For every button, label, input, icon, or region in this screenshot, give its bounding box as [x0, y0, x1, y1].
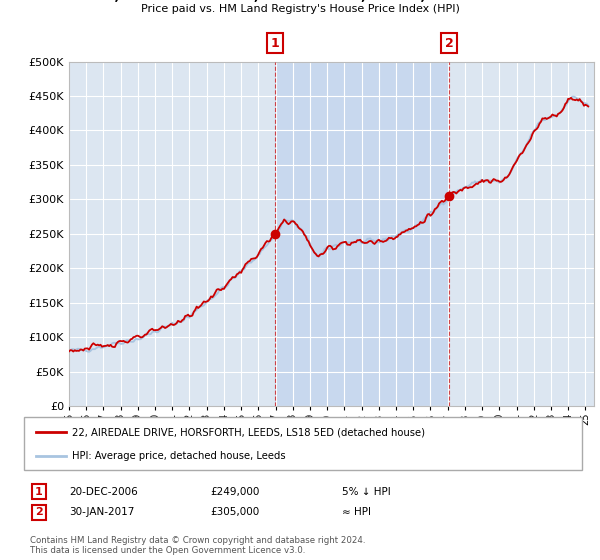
Text: 2: 2 [445, 36, 454, 50]
Text: 5% ↓ HPI: 5% ↓ HPI [342, 487, 391, 497]
Text: 1: 1 [271, 36, 279, 50]
Text: Price paid vs. HM Land Registry's House Price Index (HPI): Price paid vs. HM Land Registry's House … [140, 4, 460, 14]
Text: £305,000: £305,000 [210, 507, 259, 517]
Text: 30-JAN-2017: 30-JAN-2017 [69, 507, 134, 517]
Text: 2: 2 [35, 507, 43, 517]
Text: £249,000: £249,000 [210, 487, 259, 497]
Text: 1: 1 [35, 487, 43, 497]
Text: 22, AIREDALE DRIVE, HORSFORTH, LEEDS, LS18 5ED: 22, AIREDALE DRIVE, HORSFORTH, LEEDS, LS… [95, 0, 505, 3]
Bar [275, 62, 449, 406]
Text: 20-DEC-2006: 20-DEC-2006 [69, 487, 138, 497]
Text: HPI: Average price, detached house, Leeds: HPI: Average price, detached house, Leed… [72, 450, 286, 460]
Text: ≈ HPI: ≈ HPI [342, 507, 371, 517]
Text: 22, AIREDALE DRIVE, HORSFORTH, LEEDS, LS18 5ED (detached house): 22, AIREDALE DRIVE, HORSFORTH, LEEDS, LS… [72, 427, 425, 437]
Text: Contains HM Land Registry data © Crown copyright and database right 2024.
This d: Contains HM Land Registry data © Crown c… [30, 536, 365, 556]
